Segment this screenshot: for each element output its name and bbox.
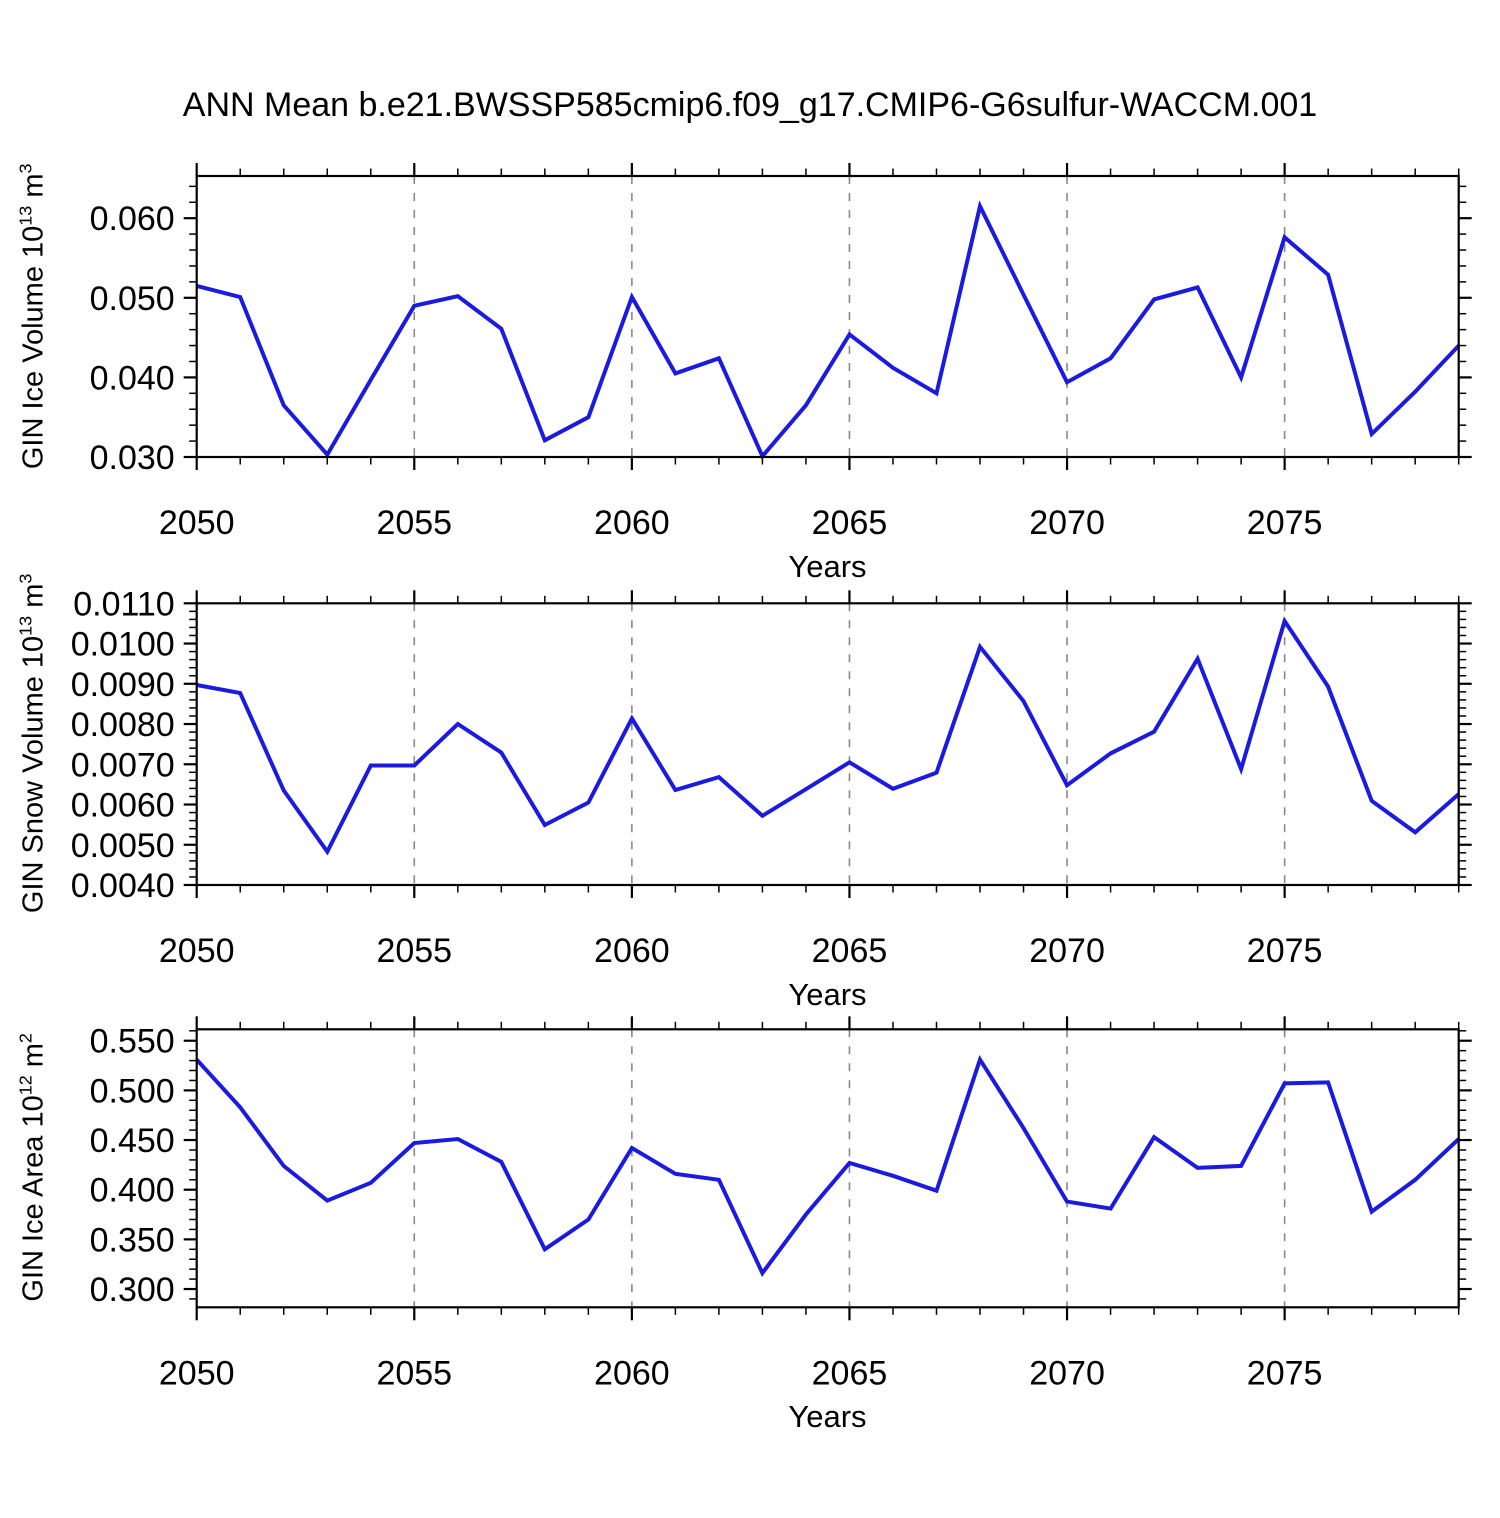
y-tick-label: 0.030 (90, 439, 175, 477)
plot-frame (195, 1028, 1460, 1309)
x-axis-labels: 2050 2055 2060 2065 2070 2075 (159, 932, 1323, 970)
y-tick-label: 0.350 (90, 1221, 175, 1259)
y-tick-label: 0.0060 (71, 787, 175, 825)
gin-ice-volume-line (196, 200, 1461, 460)
y-tick-label: 0.0080 (71, 706, 175, 744)
x-tick-label: 2050 (159, 932, 235, 970)
x-tick-label: 2055 (376, 932, 452, 970)
y-tick-label: 0.550 (90, 1023, 175, 1061)
x-tick-label: 2075 (1247, 504, 1323, 542)
y-axis-ticks: 0.00400.00500.00600.00700.00800.00900.01… (71, 585, 1472, 905)
x-tick-label: 2060 (594, 504, 670, 542)
x-tick-label: 2060 (594, 1354, 670, 1392)
y-tick-label: 0.0110 (73, 585, 174, 623)
x-axis-title: Years (788, 1399, 867, 1435)
x-axis-title: Years (788, 549, 867, 584)
x-axis-ticks (195, 163, 1460, 470)
x-tick-label: 2065 (812, 932, 888, 970)
x-tick-label: 2065 (812, 1354, 888, 1392)
x-axis-ticks (195, 590, 1460, 898)
x-tick-label: 2075 (1247, 1354, 1323, 1392)
y-axis-ticks: 0.030 0.040 0.050 0.060 (90, 185, 1472, 477)
x-tick-label: 2075 (1247, 932, 1323, 970)
plot-frame (195, 174, 1460, 459)
x-axis-ticks (195, 1016, 1460, 1321)
x-tick-label: 2070 (1029, 504, 1105, 542)
y-tick-label: 0.400 (90, 1172, 175, 1210)
chart-title: ANN Mean b.e21.BWSSP585cmip6.f09_g17.CMI… (182, 86, 1318, 124)
x-tick-label: 2070 (1029, 932, 1105, 970)
y-tick-label: 0.0040 (71, 867, 175, 905)
x-axis-labels: 2050 2055 2060 2065 2070 2075 (159, 1354, 1323, 1392)
gridlines (413, 1029, 1286, 1308)
gridlines (413, 603, 1286, 885)
x-tick-label: 2070 (1029, 1354, 1105, 1392)
gin-snow-volume-line (196, 616, 1461, 856)
y-tick-label: 0.300 (90, 1271, 175, 1309)
y-tick-label: 0.050 (90, 280, 175, 318)
y-tick-label: 0.0070 (71, 746, 175, 784)
gridlines (413, 176, 1286, 457)
y-tick-label: 0.450 (90, 1122, 175, 1160)
x-tick-label: 2060 (594, 932, 670, 970)
x-tick-label: 2065 (812, 504, 888, 542)
gin-snow-volume-panel: 0.00400.00500.00600.00700.00800.00900.01… (71, 585, 1472, 970)
y-tick-label: 0.0090 (71, 666, 175, 704)
x-tick-label: 2050 (159, 504, 235, 542)
y-tick-label: 0.060 (90, 200, 175, 238)
x-axis-title: Years (788, 977, 867, 1012)
y-axis-title-ice-area: GIN Ice Area 1012 m2 (15, 1033, 50, 1302)
y-tick-label: 0.0100 (71, 626, 175, 664)
gin-ice-volume-panel: 0.030 0.040 0.050 0.060 2050 2055 2060 2065 2070… (90, 163, 1472, 542)
x-axis-labels: 2050 2055 2060 2065 2070 2075 (159, 504, 1323, 542)
y-axis-ticks: 0.300 0.350 0.400 0.450 0.500 0.550 (90, 1023, 1472, 1309)
y-tick-label: 0.500 (90, 1072, 175, 1110)
x-tick-label: 2055 (376, 504, 452, 542)
x-tick-label: 2055 (376, 1354, 452, 1392)
y-tick-label: 0.040 (90, 359, 175, 397)
x-tick-label: 2050 (159, 1354, 235, 1392)
y-tick-label: 0.0050 (71, 827, 175, 865)
gin-ice-area-line (195, 1054, 1461, 1277)
plot-frame (195, 602, 1460, 887)
